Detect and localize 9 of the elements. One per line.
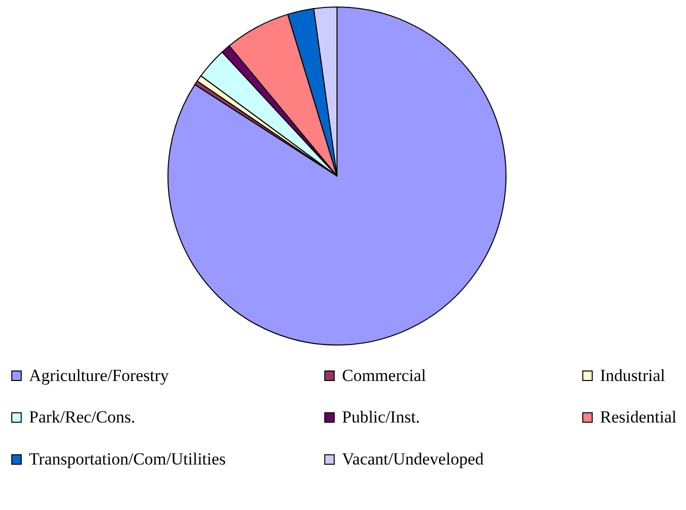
pie-slice [168,6,506,346]
legend-label: Commercial [342,366,426,385]
legend-label: Vacant/Undeveloped [342,450,484,468]
legend-label: Transportation/Com/Utilities [29,450,226,468]
legend-label: Residential [600,408,677,426]
legend-label: Park/Rec/Cons. [29,408,136,426]
legend-label: Industrial [600,366,666,385]
legend-label: Public/Inst. [342,408,420,426]
legend-label: Agriculture/Forestry [29,366,170,385]
